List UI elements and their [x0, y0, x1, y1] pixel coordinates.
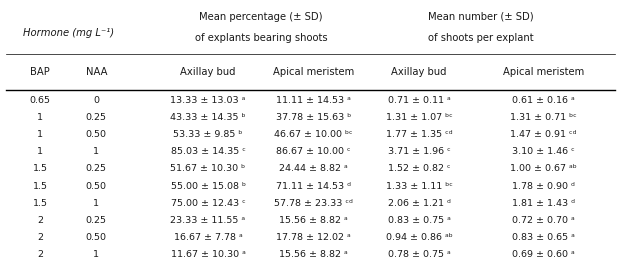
Text: 2: 2	[37, 250, 43, 259]
Text: 55.00 ± 15.08 ᵇ: 55.00 ± 15.08 ᵇ	[171, 182, 245, 191]
Text: 16.67 ± 7.78 ᵃ: 16.67 ± 7.78 ᵃ	[174, 233, 242, 242]
Text: 1: 1	[37, 113, 43, 122]
Text: 0.72 ± 0.70 ᵃ: 0.72 ± 0.70 ᵃ	[512, 216, 575, 225]
Text: 43.33 ± 14.35 ᵇ: 43.33 ± 14.35 ᵇ	[170, 113, 246, 122]
Text: 1.81 ± 1.43 ᵈ: 1.81 ± 1.43 ᵈ	[512, 199, 575, 208]
Text: 3.10 ± 1.46 ᶜ: 3.10 ± 1.46 ᶜ	[512, 147, 575, 156]
Text: 1.5: 1.5	[33, 199, 48, 208]
Text: 51.67 ± 10.30 ᵇ: 51.67 ± 10.30 ᵇ	[171, 164, 245, 173]
Text: 11.67 ± 10.30 ᵃ: 11.67 ± 10.30 ᵃ	[171, 250, 245, 259]
Text: Apical meristem: Apical meristem	[503, 67, 584, 77]
Text: 0.25: 0.25	[86, 113, 107, 122]
Text: 0.94 ± 0.86 ᵃᵇ: 0.94 ± 0.86 ᵃᵇ	[386, 233, 453, 242]
Text: 15.56 ± 8.82 ᵃ: 15.56 ± 8.82 ᵃ	[279, 216, 348, 225]
Text: Mean number (± SD): Mean number (± SD)	[428, 12, 534, 22]
Text: 1.31 ± 0.71 ᵇᶜ: 1.31 ± 0.71 ᵇᶜ	[510, 113, 577, 122]
Text: 1.00 ± 0.67 ᵃᵇ: 1.00 ± 0.67 ᵃᵇ	[510, 164, 577, 173]
Text: 0.25: 0.25	[86, 216, 107, 225]
Text: Hormone (mg L⁻¹): Hormone (mg L⁻¹)	[23, 28, 114, 38]
Text: 1: 1	[93, 250, 99, 259]
Text: 0: 0	[93, 96, 99, 105]
Text: Axillay bud: Axillay bud	[391, 67, 447, 77]
Text: 1.52 ± 0.82 ᶜ: 1.52 ± 0.82 ᶜ	[388, 164, 450, 173]
Text: 1: 1	[93, 199, 99, 208]
Text: 0.83 ± 0.75 ᵃ: 0.83 ± 0.75 ᵃ	[388, 216, 451, 225]
Text: 57.78 ± 23.33 ᶜᵈ: 57.78 ± 23.33 ᶜᵈ	[274, 199, 353, 208]
Text: 2.06 ± 1.21 ᵈ: 2.06 ± 1.21 ᵈ	[388, 199, 451, 208]
Text: 1: 1	[37, 147, 43, 156]
Text: NAA: NAA	[86, 67, 107, 77]
Text: 3.71 ± 1.96 ᶜ: 3.71 ± 1.96 ᶜ	[388, 147, 451, 156]
Text: 71.11 ± 14.53 ᵈ: 71.11 ± 14.53 ᵈ	[276, 182, 351, 191]
Text: 2: 2	[37, 216, 43, 225]
Text: 1.77 ± 1.35 ᶜᵈ: 1.77 ± 1.35 ᶜᵈ	[386, 130, 453, 139]
Text: 24.44 ± 8.82 ᵃ: 24.44 ± 8.82 ᵃ	[279, 164, 348, 173]
Text: 23.33 ± 11.55 ᵃ: 23.33 ± 11.55 ᵃ	[171, 216, 245, 225]
Text: 0.50: 0.50	[86, 130, 107, 139]
Text: 0.50: 0.50	[86, 233, 107, 242]
Text: 15.56 ± 8.82 ᵃ: 15.56 ± 8.82 ᵃ	[279, 250, 348, 259]
Text: 1.47 ± 0.91 ᶜᵈ: 1.47 ± 0.91 ᶜᵈ	[510, 130, 577, 139]
Text: Axillay bud: Axillay bud	[180, 67, 236, 77]
Text: 17.78 ± 12.02 ᵃ: 17.78 ± 12.02 ᵃ	[276, 233, 351, 242]
Text: of shoots per explant: of shoots per explant	[428, 33, 534, 43]
Text: 11.11 ± 14.53 ᵃ: 11.11 ± 14.53 ᵃ	[276, 96, 351, 105]
Text: 0.69 ± 0.60 ᵃ: 0.69 ± 0.60 ᵃ	[512, 250, 575, 259]
Text: 0.78 ± 0.75 ᵃ: 0.78 ± 0.75 ᵃ	[388, 250, 451, 259]
Text: 0.25: 0.25	[86, 164, 107, 173]
Text: Mean percentage (± SD): Mean percentage (± SD)	[199, 12, 322, 22]
Text: 1.5: 1.5	[33, 164, 48, 173]
Text: 2: 2	[37, 233, 43, 242]
Text: 1: 1	[93, 147, 99, 156]
Text: 0.65: 0.65	[30, 96, 51, 105]
Text: 1.33 ± 1.11 ᵇᶜ: 1.33 ± 1.11 ᵇᶜ	[386, 182, 453, 191]
Text: 53.33 ± 9.85 ᵇ: 53.33 ± 9.85 ᵇ	[173, 130, 243, 139]
Text: 75.00 ± 12.43 ᶜ: 75.00 ± 12.43 ᶜ	[171, 199, 245, 208]
Text: 85.03 ± 14.35 ᶜ: 85.03 ± 14.35 ᶜ	[171, 147, 245, 156]
Text: 0.83 ± 0.65 ᵃ: 0.83 ± 0.65 ᵃ	[512, 233, 575, 242]
Text: Apical meristem: Apical meristem	[273, 67, 354, 77]
Text: 46.67 ± 10.00 ᵇᶜ: 46.67 ± 10.00 ᵇᶜ	[274, 130, 353, 139]
Text: 37.78 ± 15.63 ᵇ: 37.78 ± 15.63 ᵇ	[276, 113, 351, 122]
Text: 0.71 ± 0.11 ᵃ: 0.71 ± 0.11 ᵃ	[388, 96, 451, 105]
Text: 13.33 ± 13.03 ᵃ: 13.33 ± 13.03 ᵃ	[170, 96, 246, 105]
Text: BAP: BAP	[30, 67, 50, 77]
Text: 1.31 ± 1.07 ᵇᶜ: 1.31 ± 1.07 ᵇᶜ	[386, 113, 453, 122]
Text: 1.78 ± 0.90 ᵈ: 1.78 ± 0.90 ᵈ	[512, 182, 575, 191]
Text: 0.50: 0.50	[86, 182, 107, 191]
Text: 1: 1	[37, 130, 43, 139]
Text: 86.67 ± 10.00 ᶜ: 86.67 ± 10.00 ᶜ	[276, 147, 351, 156]
Text: 0.61 ± 0.16 ᵃ: 0.61 ± 0.16 ᵃ	[512, 96, 575, 105]
Text: of explants bearing shoots: of explants bearing shoots	[194, 33, 327, 43]
Text: 1.5: 1.5	[33, 182, 48, 191]
